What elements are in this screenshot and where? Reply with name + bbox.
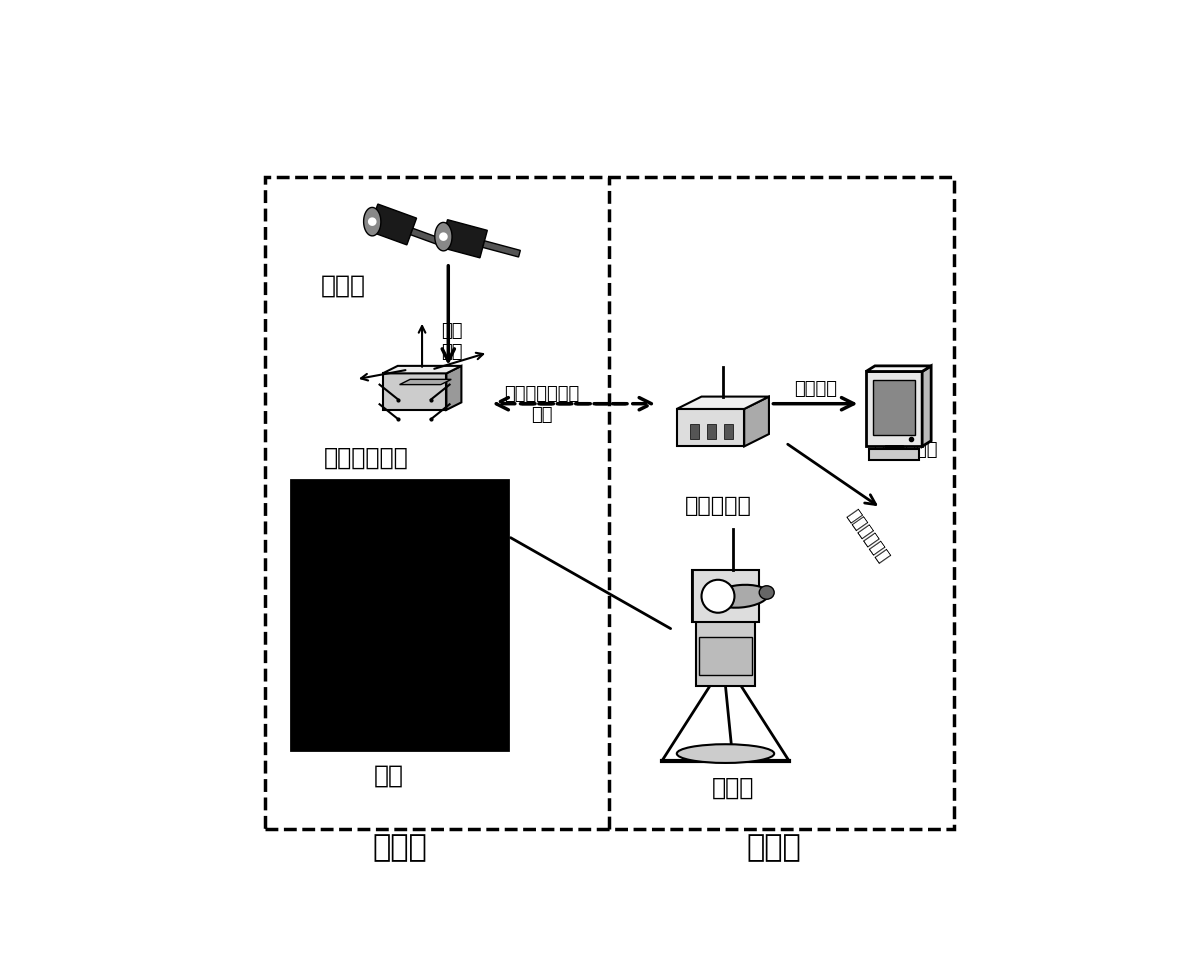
Text: 全站仪: 全站仪 <box>712 775 754 799</box>
Ellipse shape <box>712 585 768 608</box>
Polygon shape <box>439 233 448 241</box>
Polygon shape <box>440 220 487 258</box>
Text: 移动站: 移动站 <box>372 833 427 862</box>
Text: 里程计: 里程计 <box>321 273 366 298</box>
Bar <box>699 637 751 675</box>
Bar <box>692 570 760 623</box>
Polygon shape <box>446 366 461 410</box>
Bar <box>707 424 716 439</box>
Text: 同步数据: 同步数据 <box>794 379 837 398</box>
Polygon shape <box>744 397 769 447</box>
Polygon shape <box>400 379 452 384</box>
Text: 惯性测量单元: 惯性测量单元 <box>323 446 408 470</box>
Text: 数据处理单元: 数据处理单元 <box>873 441 938 459</box>
Bar <box>691 424 699 439</box>
Polygon shape <box>866 372 923 447</box>
Bar <box>869 449 919 460</box>
Polygon shape <box>866 366 931 372</box>
Polygon shape <box>367 217 377 226</box>
Text: 距离
信息: 距离 信息 <box>441 322 463 361</box>
Bar <box>265 177 954 829</box>
Text: 角速度和加速度
信息: 角速度和加速度 信息 <box>504 385 579 424</box>
Polygon shape <box>364 207 380 235</box>
Polygon shape <box>435 223 452 251</box>
Ellipse shape <box>760 586 774 599</box>
Polygon shape <box>677 409 744 447</box>
Circle shape <box>702 580 735 613</box>
Polygon shape <box>369 204 416 245</box>
Ellipse shape <box>677 744 774 763</box>
Polygon shape <box>483 240 521 257</box>
Bar <box>696 619 755 686</box>
Text: 测距测位信息: 测距测位信息 <box>843 507 893 566</box>
Polygon shape <box>677 397 769 409</box>
Polygon shape <box>873 380 916 435</box>
Polygon shape <box>383 366 461 374</box>
Polygon shape <box>383 374 446 410</box>
Text: 棱镜: 棱镜 <box>373 764 403 788</box>
Bar <box>291 480 508 750</box>
Bar <box>724 424 732 439</box>
Polygon shape <box>410 229 448 247</box>
Text: 观测站: 观测站 <box>747 833 801 862</box>
Text: 时间同步器: 时间同步器 <box>685 496 751 517</box>
Polygon shape <box>923 366 931 447</box>
